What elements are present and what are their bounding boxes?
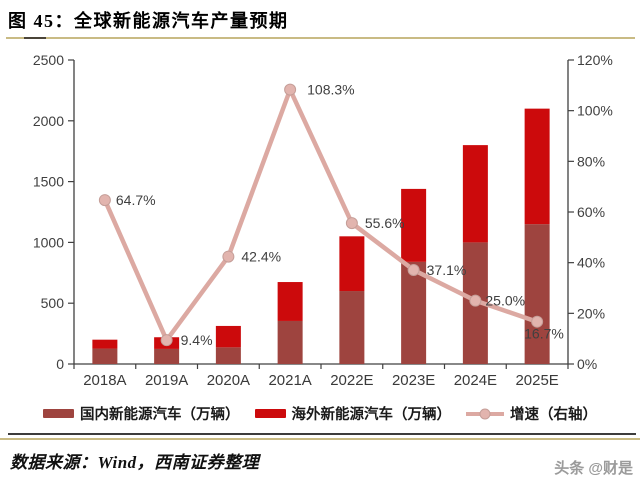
chart-area: 0 500 1000 1500 2000 2500 0% 20% 40% 60% 80% 100% 12… xyxy=(0,42,640,405)
legend-item-overseas: 海外新能源汽车（万辆） xyxy=(254,403,452,424)
svg-text:0%: 0% xyxy=(577,356,597,372)
svg-text:1000: 1000 xyxy=(33,234,64,250)
svg-text:2000: 2000 xyxy=(33,113,64,129)
watermark-badge: 头条 @财是 xyxy=(554,460,633,477)
svg-text:25.0%: 25.0% xyxy=(485,293,525,309)
svg-text:64.7%: 64.7% xyxy=(116,192,156,208)
svg-text:80%: 80% xyxy=(577,153,605,169)
footer-divider-dark xyxy=(8,433,636,435)
svg-text:20%: 20% xyxy=(577,305,605,321)
legend-label-growth: 增速（右轴） xyxy=(510,407,597,423)
svg-text:2018A: 2018A xyxy=(83,372,126,389)
svg-text:2500: 2500 xyxy=(33,52,64,68)
legend-item-domestic: 国内新能源汽车（万辆） xyxy=(43,403,240,424)
growth-line-swatch-icon xyxy=(466,408,504,419)
footer-divider-tan xyxy=(0,438,640,440)
svg-text:2023E: 2023E xyxy=(392,372,435,389)
svg-text:2024E: 2024E xyxy=(454,372,497,389)
domestic-bar-swatch-icon xyxy=(43,409,74,418)
legend-label-domestic: 国内新能源汽车（万辆） xyxy=(80,407,240,423)
growth-line-dot-icon xyxy=(479,408,491,419)
svg-text:2025E: 2025E xyxy=(515,372,558,389)
svg-text:2021A: 2021A xyxy=(268,372,311,389)
svg-text:2020A: 2020A xyxy=(207,372,250,389)
svg-text:100%: 100% xyxy=(577,103,613,119)
svg-text:500: 500 xyxy=(41,295,65,311)
svg-text:2019A: 2019A xyxy=(145,372,188,389)
svg-text:40%: 40% xyxy=(577,255,605,271)
chart-legend: 国内新能源汽车（万辆） 海外新能源汽车（万辆） 增速（右轴） xyxy=(0,403,640,424)
overseas-bar-swatch-icon xyxy=(254,409,286,418)
svg-text:120%: 120% xyxy=(577,52,613,68)
legend-item-growth: 增速（右轴） xyxy=(466,403,597,424)
data-source-note: 数据来源：Wind，西南证券整理 xyxy=(10,453,260,472)
svg-text:0: 0 xyxy=(56,356,64,372)
svg-text:55.6%: 55.6% xyxy=(365,215,405,231)
svg-text:42.4%: 42.4% xyxy=(241,249,281,265)
combo-chart: 0 500 1000 1500 2000 2500 0% 20% 40% 60% 80% 100% 12… xyxy=(33,52,613,389)
title-divider-dash xyxy=(24,37,46,39)
figure-number: 图 45： xyxy=(8,11,74,31)
svg-text:2022E: 2022E xyxy=(330,372,373,389)
figure-title: 图 45：全球新能源汽车产量预期 xyxy=(8,7,289,33)
figure-title-text: 全球新能源汽车产量预期 xyxy=(74,11,289,31)
svg-text:37.1%: 37.1% xyxy=(427,262,467,278)
svg-text:16.7%: 16.7% xyxy=(524,326,564,342)
svg-text:108.3%: 108.3% xyxy=(307,82,354,98)
legend-label-overseas: 海外新能源汽车（万辆） xyxy=(291,407,452,423)
svg-text:60%: 60% xyxy=(577,204,605,220)
svg-text:9.4%: 9.4% xyxy=(181,332,213,348)
svg-text:1500: 1500 xyxy=(33,174,64,190)
title-divider xyxy=(6,37,635,39)
